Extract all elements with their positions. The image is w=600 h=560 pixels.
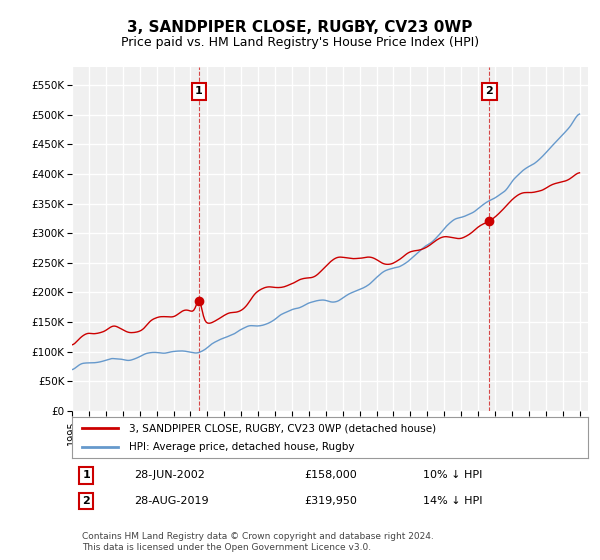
Text: HPI: Average price, detached house, Rugby: HPI: Average price, detached house, Rugb… [129,441,354,451]
Text: £158,000: £158,000 [304,470,357,480]
Text: 2: 2 [485,86,493,96]
Text: 3, SANDPIPER CLOSE, RUGBY, CV23 0WP: 3, SANDPIPER CLOSE, RUGBY, CV23 0WP [127,20,473,35]
Text: Contains HM Land Registry data © Crown copyright and database right 2024.
This d: Contains HM Land Registry data © Crown c… [82,533,434,552]
Text: 2: 2 [82,496,90,506]
Text: 10% ↓ HPI: 10% ↓ HPI [423,470,482,480]
Text: £319,950: £319,950 [304,496,357,506]
Text: 1: 1 [82,470,90,480]
Text: 14% ↓ HPI: 14% ↓ HPI [423,496,482,506]
Text: 1: 1 [195,86,203,96]
Text: Price paid vs. HM Land Registry's House Price Index (HPI): Price paid vs. HM Land Registry's House … [121,36,479,49]
Text: 3, SANDPIPER CLOSE, RUGBY, CV23 0WP (detached house): 3, SANDPIPER CLOSE, RUGBY, CV23 0WP (det… [129,423,436,433]
Text: 28-JUN-2002: 28-JUN-2002 [134,470,205,480]
Text: 28-AUG-2019: 28-AUG-2019 [134,496,209,506]
